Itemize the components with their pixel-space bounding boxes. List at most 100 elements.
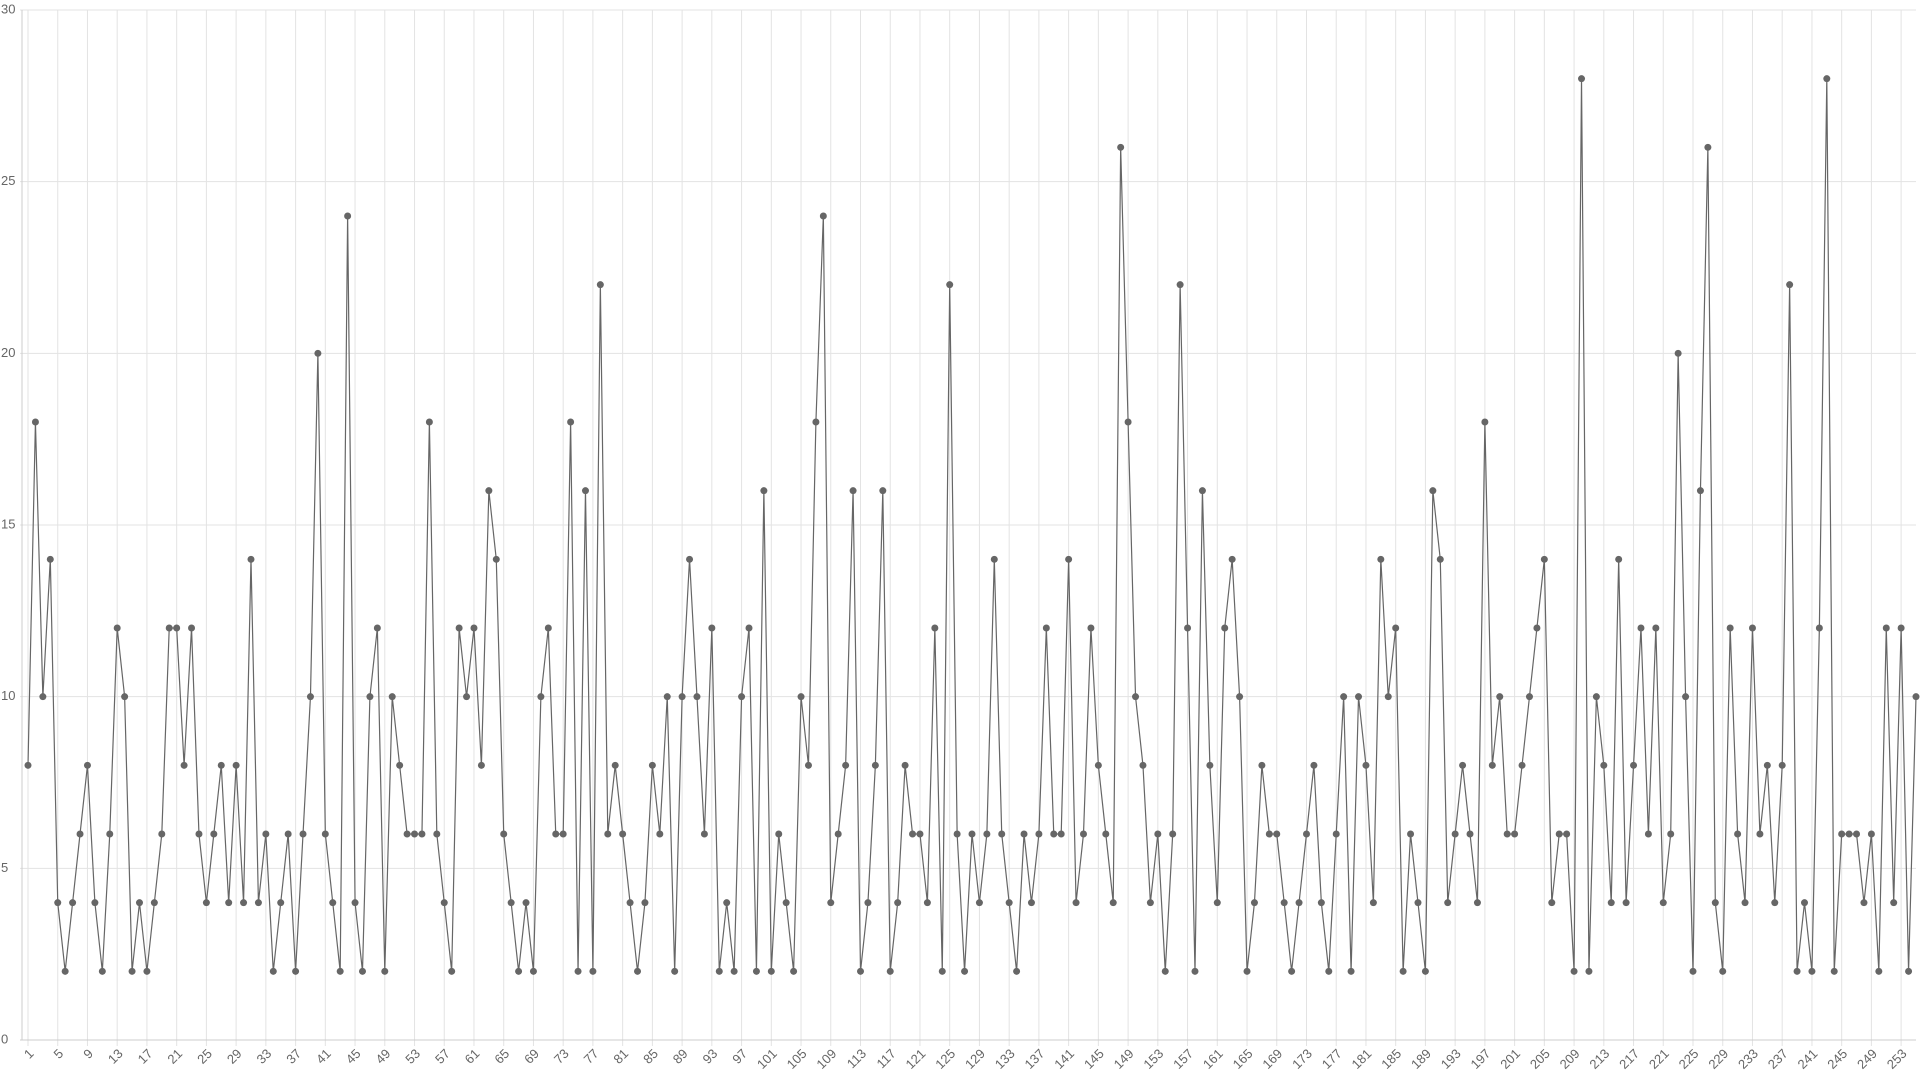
x-tick-label: 53 [402, 1046, 423, 1067]
point [477, 761, 485, 769]
point [1102, 830, 1110, 838]
point [336, 967, 344, 975]
point [641, 899, 649, 907]
point [1154, 830, 1162, 838]
point [1161, 967, 1169, 975]
x-tick-label: 73 [551, 1046, 572, 1067]
point [1838, 830, 1846, 838]
point [46, 555, 54, 563]
x-tick-label: 177 [1319, 1046, 1345, 1072]
x-tick-label: 201 [1497, 1046, 1523, 1072]
point [1057, 830, 1065, 838]
point [373, 624, 381, 632]
point [537, 693, 545, 701]
point [292, 967, 300, 975]
point [344, 212, 352, 220]
point [1875, 967, 1883, 975]
point [433, 830, 441, 838]
point [225, 899, 233, 907]
point [329, 899, 337, 907]
x-tick-label: 133 [992, 1046, 1018, 1072]
point [916, 830, 924, 838]
point [314, 349, 322, 357]
point [54, 899, 62, 907]
point [604, 830, 612, 838]
x-tick-label: 49 [373, 1046, 394, 1067]
point [1659, 899, 1667, 907]
point [1786, 281, 1794, 289]
point [388, 693, 396, 701]
x-tick-label: 93 [700, 1046, 721, 1067]
point [1139, 761, 1147, 769]
point [128, 967, 136, 975]
point [135, 899, 143, 907]
x-tick-label: 21 [164, 1046, 185, 1067]
point [1243, 967, 1251, 975]
y-tick-label: 0 [1, 1031, 8, 1046]
point [1496, 693, 1504, 701]
x-tick-label: 221 [1646, 1046, 1672, 1072]
point [1414, 899, 1422, 907]
point [470, 624, 478, 632]
point [849, 487, 857, 495]
point [953, 830, 961, 838]
point [150, 899, 158, 907]
x-tick-label: 29 [224, 1046, 245, 1067]
point [529, 967, 537, 975]
point [165, 624, 173, 632]
point [834, 830, 842, 838]
point [1429, 487, 1437, 495]
y-tick-label: 25 [1, 173, 15, 188]
point [1451, 830, 1459, 838]
point [864, 899, 872, 907]
point [804, 761, 812, 769]
x-tick-label: 9 [80, 1046, 96, 1062]
point [544, 624, 552, 632]
x-tick-label: 113 [844, 1046, 869, 1071]
y-tick-label: 30 [1, 1, 15, 16]
x-tick-label: 77 [581, 1046, 602, 1067]
point [1288, 967, 1296, 975]
point [686, 555, 694, 563]
x-tick-label: 81 [610, 1046, 631, 1067]
x-tick-label: 17 [135, 1046, 156, 1067]
point [358, 967, 366, 975]
point [1890, 899, 1898, 907]
point [1704, 143, 1712, 151]
point [1295, 899, 1303, 907]
point [656, 830, 664, 838]
x-tick-label: 205 [1527, 1046, 1553, 1072]
point [1763, 761, 1771, 769]
point [500, 830, 508, 838]
point [879, 487, 887, 495]
point [626, 899, 634, 907]
point [24, 761, 32, 769]
x-tick-label: 165 [1230, 1046, 1256, 1072]
point [1637, 624, 1645, 632]
point [1079, 830, 1087, 838]
point [1184, 624, 1192, 632]
point [812, 418, 820, 426]
point [619, 830, 627, 838]
point [1511, 830, 1519, 838]
point [589, 967, 597, 975]
x-tick-label: 253 [1884, 1046, 1910, 1072]
point [1407, 830, 1415, 838]
point [738, 693, 746, 701]
point [1466, 830, 1474, 838]
point [1793, 967, 1801, 975]
point [767, 967, 775, 975]
point [76, 830, 84, 838]
point [1221, 624, 1229, 632]
point [745, 624, 753, 632]
point [1600, 761, 1608, 769]
point [886, 967, 894, 975]
point [1882, 624, 1890, 632]
point [1176, 281, 1184, 289]
point [425, 418, 433, 426]
point [1525, 693, 1533, 701]
point [1808, 967, 1816, 975]
point [975, 899, 983, 907]
point [1132, 693, 1140, 701]
